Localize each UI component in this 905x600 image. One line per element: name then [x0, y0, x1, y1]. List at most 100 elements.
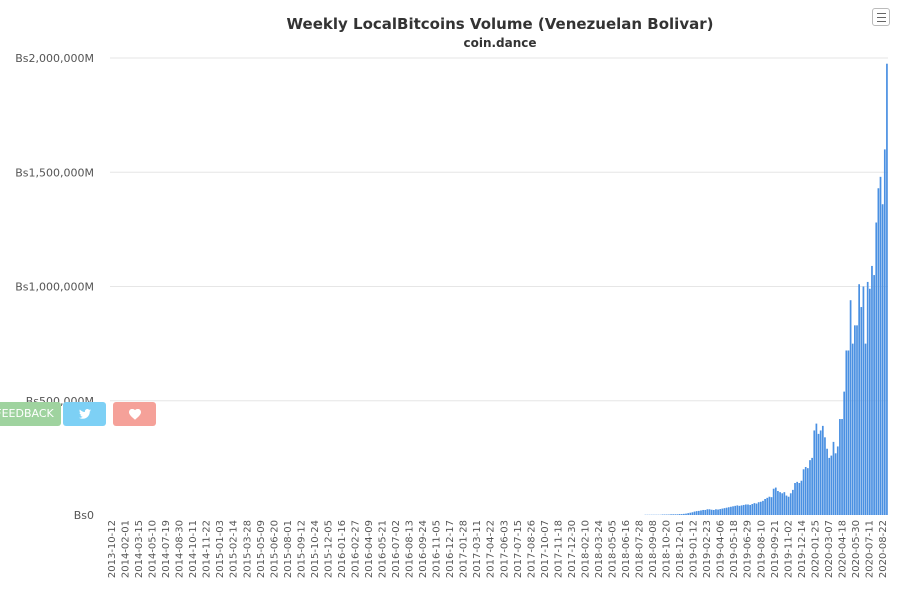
bar	[740, 505, 743, 515]
x-tick-label: 2013-10-12	[107, 520, 118, 578]
bar	[847, 350, 850, 515]
bar	[845, 350, 848, 515]
bar	[704, 509, 707, 515]
x-tick-label: 2019-09-21	[770, 520, 781, 578]
x-tick-label: 2019-12-14	[797, 520, 808, 578]
x-tick-label: 2015-09-12	[296, 520, 307, 578]
bar	[862, 286, 865, 515]
bar	[768, 496, 771, 515]
bar	[693, 511, 696, 515]
bar	[772, 488, 775, 515]
bar	[766, 497, 769, 515]
bar	[849, 300, 852, 515]
x-tick-label: 2016-05-21	[378, 520, 389, 578]
bar	[873, 275, 875, 515]
heart-icon	[128, 408, 141, 420]
bar	[879, 176, 882, 515]
bar	[815, 423, 818, 515]
x-tick-label: 2015-01-03	[215, 520, 226, 578]
bar	[868, 288, 871, 515]
x-tick-label: 2019-08-10	[756, 520, 767, 578]
x-tick-label: 2016-08-13	[405, 520, 416, 578]
x-tick-label: 2019-06-29	[743, 520, 754, 578]
x-tick-label: 2016-09-24	[418, 520, 429, 578]
bar	[702, 509, 704, 515]
bar	[721, 508, 724, 515]
hamburger-menu-icon[interactable]	[872, 8, 890, 26]
bar	[674, 514, 677, 515]
x-tick-label: 2016-12-17	[445, 520, 456, 578]
x-tick-label: 2018-06-16	[621, 520, 632, 578]
x-tick-label: 2017-08-26	[526, 520, 537, 578]
x-tick-label: 2018-07-28	[635, 520, 646, 578]
bar	[804, 467, 807, 515]
bar	[680, 514, 683, 515]
bar	[727, 507, 730, 515]
bar	[723, 508, 726, 515]
feedback-button[interactable]: FEEDBACK	[0, 402, 61, 426]
bar	[700, 510, 702, 515]
bar	[802, 469, 805, 515]
x-tick-label: 2015-12-05	[323, 520, 334, 578]
bar	[764, 499, 766, 515]
bar	[789, 493, 792, 515]
x-tick-label: 2018-02-10	[580, 520, 591, 578]
twitter-button[interactable]	[63, 402, 106, 426]
bar	[826, 448, 828, 516]
bar	[730, 506, 732, 515]
bar	[777, 491, 779, 515]
bar	[813, 430, 816, 515]
bar	[717, 509, 719, 515]
x-tick-label: 2016-01-16	[337, 520, 348, 578]
bar	[742, 504, 745, 515]
bar	[834, 453, 837, 516]
x-tick-label: 2015-10-24	[310, 520, 321, 578]
bar	[781, 493, 784, 515]
bar	[832, 441, 835, 515]
bar	[783, 492, 786, 515]
x-tick-label: 2017-10-07	[540, 520, 551, 578]
bar	[678, 514, 681, 515]
bar	[691, 512, 694, 515]
y-axis-labels: Bs0Bs500,000MBs1,000,000MBs1,500,000MBs2…	[15, 52, 94, 522]
bar	[672, 514, 675, 515]
bar	[858, 284, 860, 515]
bar	[830, 455, 833, 515]
x-tick-label: 2014-05-10	[148, 520, 159, 578]
x-tick-label: 2015-05-09	[256, 520, 267, 578]
bar	[732, 506, 734, 515]
bar	[860, 307, 863, 515]
bar	[836, 446, 839, 515]
bar	[843, 391, 846, 515]
x-tick-label: 2014-11-22	[202, 520, 213, 578]
bar	[839, 419, 841, 515]
x-tick-label: 2016-02-27	[351, 520, 362, 578]
y-tick-label: Bs0	[74, 509, 94, 522]
y-gridlines	[110, 57, 888, 402]
bar	[828, 457, 831, 516]
x-tick-label: 2019-11-02	[783, 520, 794, 578]
bar	[851, 343, 854, 516]
x-tick-label: 2014-03-15	[134, 520, 145, 578]
x-tick-label: 2020-03-07	[824, 520, 835, 578]
bar	[759, 501, 762, 515]
bar	[811, 457, 813, 516]
bar	[734, 505, 737, 515]
bar	[708, 509, 711, 515]
x-tick-label: 2020-07-11	[865, 520, 876, 578]
bar	[779, 492, 781, 515]
x-tick-label: 2015-03-28	[242, 520, 253, 578]
x-tick-label: 2019-02-23	[702, 520, 713, 578]
x-tick-label: 2014-02-01	[121, 520, 132, 578]
x-tick-label: 2017-06-03	[499, 520, 510, 578]
bar	[854, 325, 856, 516]
bar	[800, 480, 803, 515]
bar	[821, 425, 824, 515]
bar	[749, 504, 751, 515]
y-tick-label: Bs1,000,000M	[15, 281, 94, 294]
bar	[757, 502, 760, 515]
bar	[866, 281, 869, 515]
heart-button[interactable]	[113, 402, 156, 426]
bar	[755, 503, 758, 515]
